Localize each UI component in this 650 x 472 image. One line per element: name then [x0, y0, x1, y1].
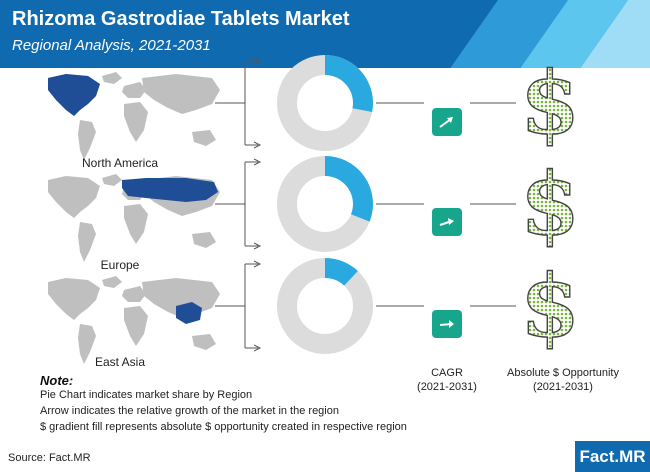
cagr-arrow-box	[432, 310, 462, 338]
connector-arrowhead	[253, 242, 262, 250]
cagr-period: (2021-2031)	[417, 381, 477, 393]
cagr-caption: CAGR	[431, 367, 463, 379]
connector-arrowhead	[253, 158, 262, 166]
page-title: Rhizoma Gastrodiae Tablets Market	[12, 8, 350, 30]
page-subtitle: Regional Analysis, 2021-2031	[12, 37, 211, 54]
note-title: Note:	[40, 373, 74, 388]
growth-arrow-icon	[439, 218, 454, 226]
region-label-east-asia: East Asia	[94, 355, 146, 369]
factmr-logo: Fact.MR	[575, 441, 650, 472]
map-highlight-north-america	[48, 74, 100, 116]
region-label-europe: Europe	[100, 258, 140, 272]
cagr-arrow-box	[432, 108, 462, 136]
dollar-icon: $	[520, 256, 580, 357]
connector-arrowhead	[253, 141, 262, 149]
map-highlight-east-asia	[176, 302, 202, 324]
region-label-north-america: North America	[81, 156, 159, 170]
source-text: Source: Fact.MR	[8, 452, 91, 464]
connector-arrowhead	[253, 344, 262, 352]
opportunity-period: (2021-2031)	[533, 381, 593, 393]
growth-arrow-icon	[439, 117, 453, 128]
map-highlight-europe	[122, 178, 218, 202]
donut-share-europe	[324, 156, 373, 222]
growth-arrow-icon	[439, 320, 454, 328]
note-line: $ gradient fill represents absolute $ op…	[40, 421, 407, 433]
dollar-icon: $	[520, 53, 580, 154]
opportunity-caption: Absolute $ Opportunity	[507, 367, 619, 379]
donut-track-east-asia	[277, 258, 373, 354]
connector-arrowhead	[253, 260, 262, 268]
cagr-arrow-box	[432, 208, 462, 236]
connector-arrowhead	[253, 57, 262, 65]
donut-share-east-asia	[324, 258, 358, 286]
note-line: Arrow indicates the relative growth of t…	[40, 405, 339, 417]
donut-share-north-america	[324, 55, 373, 112]
dollar-icon: $	[520, 154, 580, 255]
note-line: Pie Chart indicates market share by Regi…	[40, 389, 253, 401]
